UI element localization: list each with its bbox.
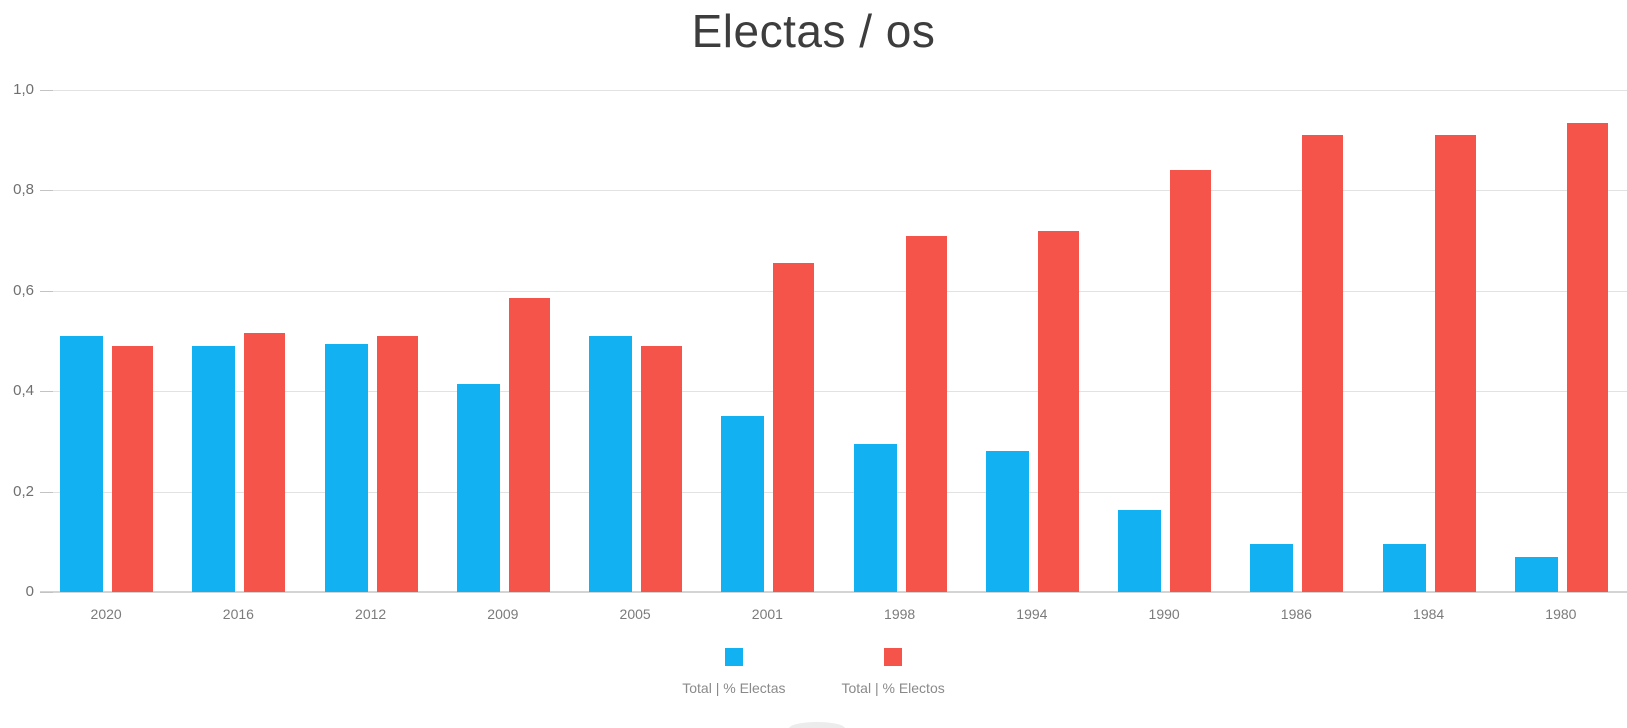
bar-electos-1986[interactable] [1302,135,1344,592]
y-axis-tick [40,290,53,292]
bar-electas-1990[interactable] [1118,510,1161,592]
legend-label-electas: Total | % Electas [682,680,786,696]
y-axis-label-0,8: 0,8 [13,181,34,199]
y-axis-label-0,6: 0,6 [13,281,34,299]
bar-electos-1998[interactable] [905,235,947,592]
gridline-y-0 [40,591,1627,593]
x-axis-label-2005: 2005 [619,606,651,622]
legend-entry-electas[interactable]: Total | % Electas [682,648,786,696]
x-axis-label-2016: 2016 [222,606,254,622]
x-axis-label-1986: 1986 [1280,606,1312,622]
bar-electas-2005[interactable] [589,335,632,592]
x-axis-label-1998: 1998 [884,606,916,622]
y-axis-tick [40,90,53,91]
bar-electas-1980[interactable] [1514,556,1558,592]
x-axis-label-2012: 2012 [355,606,387,622]
legend-label-electos: Total | % Electos [841,680,945,696]
bar-electos-2009[interactable] [508,298,550,592]
x-axis-label-1994: 1994 [1016,606,1048,622]
bar-electas-2020[interactable] [60,335,103,592]
x-axis-label-2020: 2020 [90,606,122,622]
x-axis-label-1990: 1990 [1148,606,1180,622]
x-axis-label-1984: 1984 [1413,606,1445,622]
bar-electos-2012[interactable] [376,335,418,592]
bar-electos-2005[interactable] [641,346,682,592]
cutoff-bottom-element [789,722,845,728]
legend-swatch-electos-icon [884,648,903,666]
bar-electos-1990[interactable] [1170,170,1211,592]
bar-electos-2001[interactable] [773,263,815,592]
x-axis-label-1980: 1980 [1545,606,1577,622]
bar-electas-1998[interactable] [853,443,897,592]
chart-title: Electas / os [691,5,936,57]
y-axis-tick [40,190,53,192]
y-axis-tick [40,391,53,393]
bar-electos-1984[interactable] [1434,135,1476,592]
legend-entry-electos[interactable]: Total | % Electos [842,648,945,696]
legend-swatch-electas-icon [724,648,743,666]
bar-electos-1980[interactable] [1566,122,1608,592]
y-axis-label-0: 0 [25,583,34,600]
y-axis-label-0,4: 0,4 [13,382,34,400]
chart-legend: Total | % Electas Total | % Electos [0,648,1627,696]
x-axis-label-2001: 2001 [751,606,783,622]
bar-electos-2020[interactable] [112,346,153,592]
bar-electas-2001[interactable] [721,416,765,592]
bar-electos-1994[interactable] [1037,230,1079,592]
y-axis-label-1,0: 1,0 [13,81,34,98]
y-axis-tick [40,491,53,493]
gridline-y-1,0 [40,90,1627,91]
y-axis-label-0,2: 0,2 [13,482,34,500]
bar-electas-1994[interactable] [985,451,1029,592]
bar-electos-2016[interactable] [244,333,286,592]
gridline-y-0,4 [40,391,1627,393]
gridline-y-0,8 [40,190,1627,192]
gridline-y-0,2 [40,491,1627,493]
bar-electas-1986[interactable] [1250,544,1294,592]
gridline-y-0,6 [40,290,1627,292]
bar-electas-2012[interactable] [324,343,368,592]
bar-electas-1984[interactable] [1382,544,1426,592]
bar-electas-2016[interactable] [192,346,236,592]
bar-electas-2009[interactable] [456,383,500,592]
y-axis-tick [40,592,53,593]
x-axis-label-2009: 2009 [487,606,519,622]
